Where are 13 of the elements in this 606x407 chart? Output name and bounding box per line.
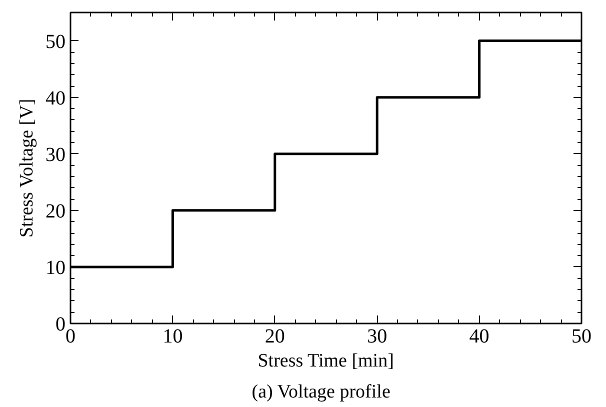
y-tick-label: 10	[46, 256, 66, 279]
x-axis-title: Stress Time [min]	[258, 350, 394, 372]
x-tick-label: 30	[367, 326, 388, 348]
y-tick-label: 40	[46, 87, 66, 110]
text: (a) Voltage profile	[252, 382, 390, 402]
x-tick-label: 20	[264, 326, 285, 348]
x-tick-label: 40	[469, 326, 490, 348]
y-tick-label: 30	[46, 144, 66, 166]
x-tick-label: 10	[162, 326, 183, 348]
y-axis-title: Stress Voltage [V]	[16, 98, 38, 238]
y-tick-label: 20	[46, 200, 66, 222]
y-tick-label: 50	[46, 30, 66, 53]
x-tick-label: 50	[572, 326, 592, 348]
